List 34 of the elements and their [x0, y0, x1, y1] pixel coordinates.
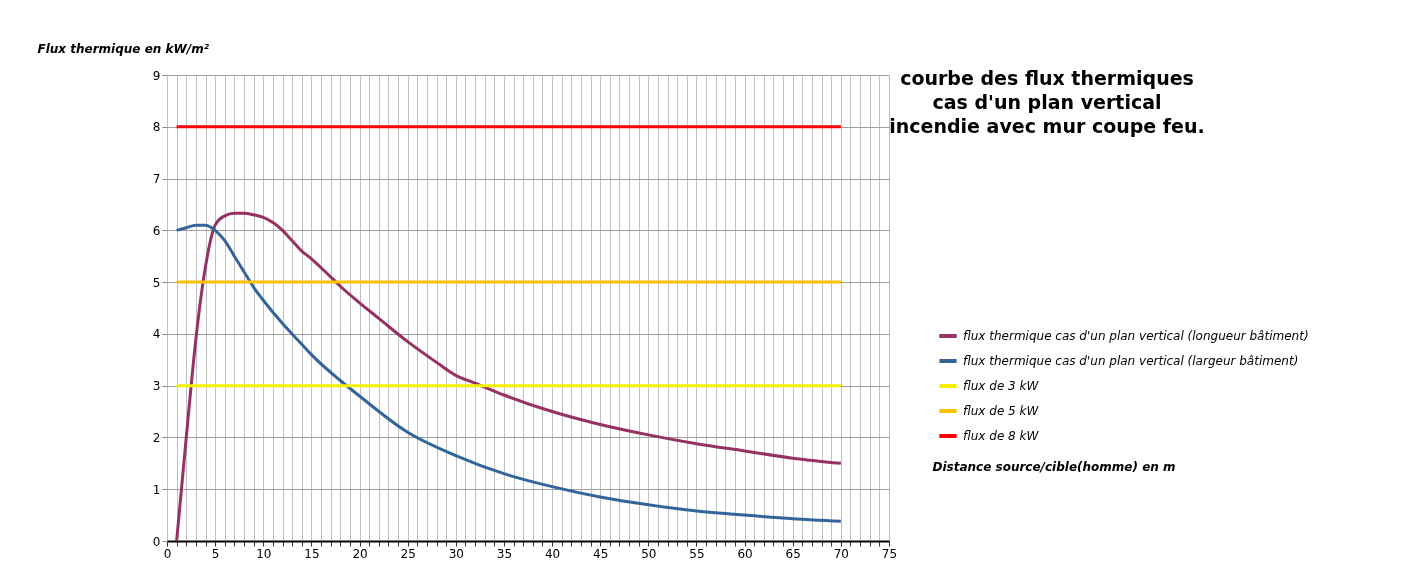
legend-label: flux de 8 kW — [963, 429, 1040, 443]
y-axis-title: Flux thermique en kW/m² — [37, 41, 210, 56]
x-axis-title: Distance source/cible(homme) en m — [932, 459, 1176, 474]
x-tick-label: 50 — [641, 546, 657, 561]
legend-label: flux thermique cas d'un plan vertical (longueur bâtiment) — [963, 329, 1309, 343]
y-tick-label: 9 — [152, 68, 161, 83]
y-tick-label: 8 — [152, 120, 161, 135]
x-tick-label: 20 — [352, 546, 368, 561]
x-tick-label: 15 — [304, 546, 320, 561]
y-tick-label: 0 — [152, 534, 161, 549]
y-tick-label: 4 — [152, 327, 161, 342]
x-tick-label: 10 — [256, 546, 272, 561]
text: courbe des flux thermiques cas d'un plan vertical incendie avec mur coupe feu. — [889, 67, 1205, 137]
y-tick-label: 2 — [152, 430, 161, 445]
y-tick-label: 7 — [152, 172, 161, 187]
y-tick-label: 3 — [152, 379, 161, 394]
x-tick-label: 60 — [737, 546, 753, 561]
y-tick-label: 1 — [152, 482, 161, 497]
x-tick-label: 65 — [785, 546, 801, 561]
x-tick-label: 55 — [689, 546, 705, 561]
x-tick-label: 40 — [544, 546, 561, 561]
x-tick-label: 35 — [496, 546, 513, 561]
x-tick-label: 75 — [881, 546, 898, 561]
legend-label: flux de 3 kW — [963, 379, 1040, 393]
x-tick-label: 25 — [400, 546, 416, 561]
x-tick-label: 70 — [833, 546, 850, 561]
y-tick-label: 5 — [152, 275, 161, 290]
legend-label: flux thermique cas d'un plan vertical (largeur bâtiment) — [963, 354, 1299, 368]
x-tick-label: 0 — [163, 546, 172, 561]
legend-label: flux de 5 kW — [963, 404, 1040, 418]
y-tick-label: 6 — [152, 223, 161, 238]
x-tick-label: 5 — [211, 546, 220, 561]
x-tick-label: 45 — [593, 546, 609, 561]
x-tick-label: 30 — [448, 546, 464, 561]
